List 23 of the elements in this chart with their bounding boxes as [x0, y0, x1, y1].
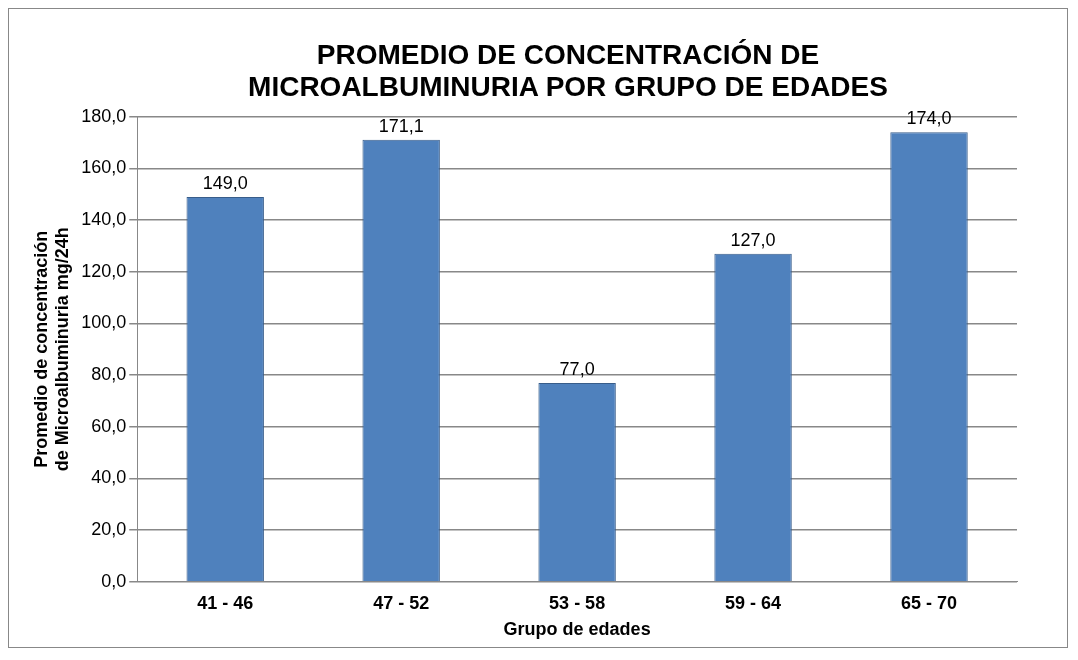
data-label: 149,0 [202, 173, 248, 194]
x-tick-label: 59 - 64 [725, 592, 782, 613]
x-tick-label: 41 - 46 [197, 592, 254, 613]
data-label: 171,1 [378, 116, 424, 137]
y-tick-label: 100,0 [81, 312, 127, 333]
y-tick-label: 140,0 [81, 209, 127, 230]
y-tick-label: 80,0 [91, 364, 127, 385]
x-tick-label: 53 - 58 [549, 592, 606, 613]
x-tick-label: 65 - 70 [901, 592, 958, 613]
x-tick-label: 47 - 52 [373, 592, 430, 613]
x-axis-title: Grupo de edades [503, 619, 651, 640]
y-tick-label: 160,0 [81, 157, 127, 178]
data-label: 127,0 [730, 230, 776, 251]
data-label: 77,0 [559, 359, 595, 380]
y-tick-label: 60,0 [91, 416, 127, 437]
y-axis-title: Promedio de concentración de Microalbuminuria mg/24h [30, 227, 73, 472]
chart-title: PROMEDIO DE CONCENTRACIÓN DE MICROALBUMINURIA POR GRUPO DE EDADES [247, 38, 889, 104]
y-tick-label: 120,0 [81, 261, 127, 282]
y-tick-label: 180,0 [81, 106, 127, 127]
data-label: 174,0 [906, 108, 952, 129]
y-tick-label: 0,0 [101, 571, 127, 592]
y-tick-label: 40,0 [91, 467, 127, 488]
y-tick-label: 20,0 [91, 519, 127, 540]
